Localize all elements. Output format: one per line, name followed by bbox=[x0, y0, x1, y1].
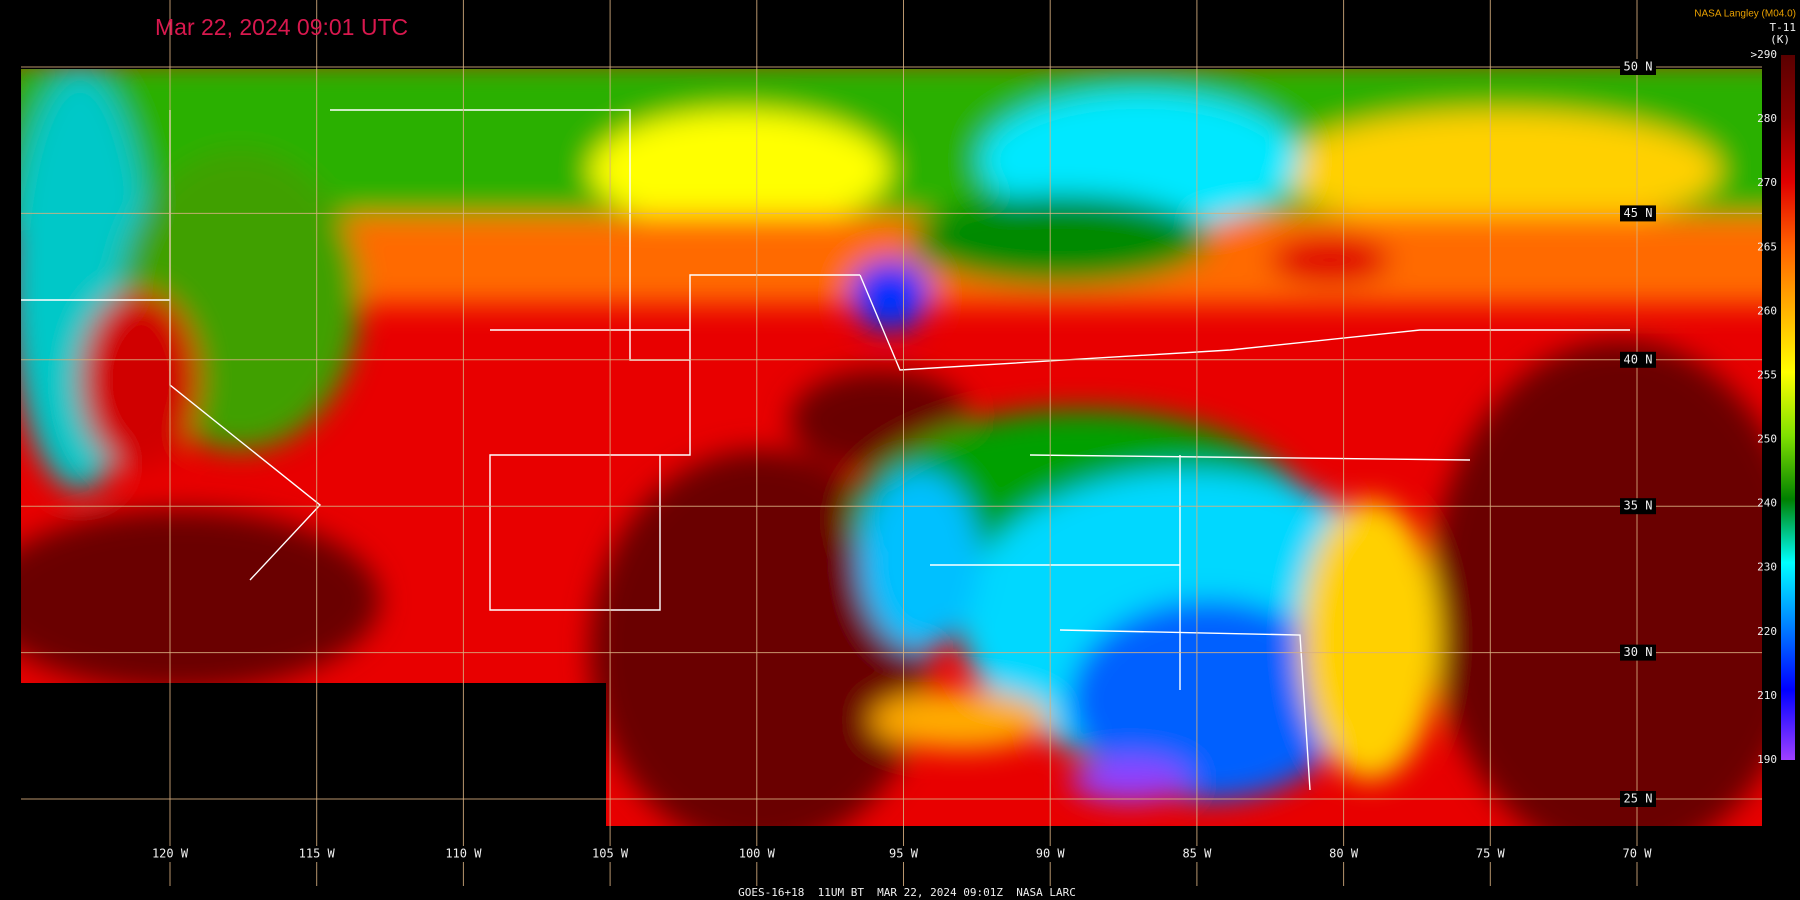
legend-title: T-11 bbox=[1770, 21, 1797, 34]
longitude-label: 95 W bbox=[889, 847, 919, 861]
footer-bar bbox=[0, 886, 1800, 900]
label-bg bbox=[1620, 205, 1656, 222]
label-bg bbox=[1620, 644, 1656, 661]
longitude-label: 75 W bbox=[1476, 847, 1506, 861]
colorbar-label: 260 bbox=[1757, 304, 1777, 317]
colorbar-label: >290 bbox=[1751, 48, 1778, 61]
longitude-label: 85 W bbox=[1182, 847, 1212, 861]
colorbar-label: 265 bbox=[1757, 240, 1777, 253]
latitude-label: 50 N bbox=[1624, 60, 1653, 74]
longitude-label: 70 W bbox=[1623, 847, 1653, 861]
label-bg bbox=[1620, 498, 1656, 515]
colorbar-label: 240 bbox=[1757, 497, 1777, 510]
latitude-label: 45 N bbox=[1624, 206, 1653, 220]
label-bg bbox=[734, 846, 779, 862]
colorbar-label: 190 bbox=[1757, 753, 1777, 766]
colorbar bbox=[1781, 55, 1795, 760]
label-bg bbox=[1028, 846, 1073, 862]
colorbar-label: 280 bbox=[1757, 112, 1777, 125]
latitude-label: 30 N bbox=[1624, 645, 1653, 659]
label-bg bbox=[294, 846, 339, 862]
longitude-label: 90 W bbox=[1036, 847, 1066, 861]
longitude-label: 105 W bbox=[592, 847, 629, 861]
latitude-label: 40 N bbox=[1624, 352, 1653, 366]
timestamp: Mar 22, 2024 09:01 UTC bbox=[155, 14, 408, 40]
colorbar-label: 210 bbox=[1757, 689, 1777, 702]
longitude-label: 120 W bbox=[152, 847, 189, 861]
label-bg bbox=[588, 846, 633, 862]
latitude-label: 25 N bbox=[1624, 792, 1653, 806]
colorbar-label: 250 bbox=[1757, 433, 1777, 446]
label-bg bbox=[1174, 846, 1219, 862]
label-bg bbox=[1620, 59, 1656, 75]
graticule: 120 W 115 W 110 W 105 W 100 W 95 W 90 W 85 W 80 … bbox=[21, 0, 1762, 886]
label-bg bbox=[1468, 846, 1513, 862]
footer-caption: GOES-16+18 11UM BT MAR 22, 2024 09:01Z N… bbox=[738, 886, 1076, 899]
longitude-label: 110 W bbox=[445, 847, 482, 861]
label-bg bbox=[1615, 846, 1659, 862]
legend-unit: (K) bbox=[1770, 33, 1790, 46]
label-bg bbox=[1620, 791, 1656, 807]
colorbar-label: 230 bbox=[1757, 561, 1777, 574]
latitude-label: 35 N bbox=[1624, 499, 1653, 513]
longitude-label: 115 W bbox=[299, 847, 336, 861]
colorbar-label: 270 bbox=[1757, 176, 1777, 189]
label-bg bbox=[881, 846, 926, 862]
colorbar-label: 255 bbox=[1757, 368, 1777, 381]
label-bg bbox=[148, 846, 192, 862]
label-bg bbox=[1620, 351, 1656, 368]
colorbar-label: 220 bbox=[1757, 625, 1777, 638]
longitude-label: 100 W bbox=[739, 847, 776, 861]
label-bg bbox=[1321, 846, 1366, 862]
label-bg bbox=[441, 846, 486, 862]
longitude-label: 80 W bbox=[1329, 847, 1359, 861]
credit: NASA Langley (M04.0) bbox=[1694, 9, 1796, 20]
